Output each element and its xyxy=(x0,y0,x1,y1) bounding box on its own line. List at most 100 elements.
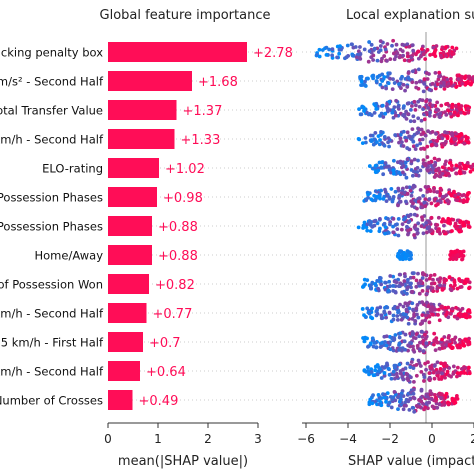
shap-point xyxy=(432,281,437,286)
shap-point xyxy=(350,53,355,58)
shap-point xyxy=(440,343,445,348)
shap-point xyxy=(406,76,411,81)
shap-point xyxy=(375,279,380,283)
shap-point xyxy=(447,373,451,378)
shap-point xyxy=(367,402,372,407)
left-x-ticks: 0 1 2 3 xyxy=(104,423,262,446)
shap-point xyxy=(439,103,444,108)
shap-point xyxy=(382,395,387,400)
shap-point xyxy=(465,80,470,85)
shap-point xyxy=(434,399,438,403)
shap-point xyxy=(390,87,395,92)
shap-point xyxy=(427,276,432,281)
shap-point xyxy=(401,53,406,58)
shap-point xyxy=(379,130,383,134)
shap-point xyxy=(426,168,430,173)
shap-point xyxy=(441,229,446,234)
bar-value-label: +0.49 xyxy=(139,394,179,409)
shap-point xyxy=(362,313,366,318)
shap-point xyxy=(420,276,425,280)
shap-point xyxy=(410,104,414,108)
shap-point xyxy=(366,344,370,349)
shap-point xyxy=(422,81,427,86)
shap-point xyxy=(427,314,432,319)
shap-point xyxy=(435,229,440,234)
shap-point xyxy=(416,221,421,226)
shap-point xyxy=(456,192,461,196)
shap-point xyxy=(409,360,414,364)
shap-point xyxy=(399,140,404,145)
shap-point xyxy=(439,361,443,366)
shap-point xyxy=(421,130,426,135)
shap-point xyxy=(418,364,423,368)
shap-point xyxy=(427,220,432,225)
shap-point xyxy=(459,284,464,289)
shap-point xyxy=(379,313,384,318)
shap-point xyxy=(391,171,396,176)
shap-point xyxy=(384,86,389,91)
shap-point xyxy=(403,332,408,337)
shap-point xyxy=(417,79,422,84)
shap-point xyxy=(385,193,389,198)
shap-point xyxy=(446,315,451,320)
shap-point xyxy=(367,372,371,377)
shap-point xyxy=(427,224,432,229)
shap-point xyxy=(394,371,399,376)
shap-point xyxy=(386,81,391,86)
shap-point xyxy=(435,340,440,345)
shap-point xyxy=(410,69,415,74)
shap-point xyxy=(412,157,417,162)
shap-point xyxy=(425,77,430,81)
shap-point xyxy=(416,99,421,104)
shap-point xyxy=(373,103,378,108)
bar xyxy=(108,158,159,178)
shap-point xyxy=(368,219,372,224)
shap-point xyxy=(434,44,439,48)
shap-point xyxy=(403,135,408,140)
shap-point xyxy=(421,193,426,198)
shap-point xyxy=(437,74,441,79)
category-label: v Possession Phases xyxy=(0,191,103,205)
shap-point xyxy=(379,112,384,116)
shap-point xyxy=(432,163,437,168)
shap-point xyxy=(370,401,375,406)
shap-point xyxy=(369,367,374,372)
shap-point xyxy=(385,106,390,111)
shap-point xyxy=(409,281,413,286)
shap-point xyxy=(424,220,428,225)
shap-point xyxy=(383,280,388,285)
shap-point xyxy=(398,331,403,336)
shap-point xyxy=(365,76,370,81)
shap-point xyxy=(404,403,408,408)
shap-point xyxy=(378,82,383,87)
shap-point xyxy=(372,46,377,51)
shap-point xyxy=(393,113,398,118)
shap-point xyxy=(363,282,367,287)
shap-point xyxy=(362,336,367,341)
shap-point xyxy=(429,309,434,313)
shap-point xyxy=(419,147,423,151)
shap-point xyxy=(417,334,422,339)
shap-point xyxy=(446,171,451,176)
shap-point xyxy=(414,332,419,337)
shap-point xyxy=(403,347,408,352)
shap-point xyxy=(391,158,396,163)
shap-point xyxy=(391,284,396,288)
shap-point xyxy=(424,291,429,296)
shap-point xyxy=(414,404,419,408)
category-label: 5 km/h - Second Half xyxy=(0,307,104,321)
shap-point xyxy=(426,285,430,290)
shap-point xyxy=(439,81,443,85)
shap-point xyxy=(379,279,383,284)
shap-point xyxy=(411,331,416,336)
shap-point xyxy=(443,45,448,50)
shap-point xyxy=(391,216,396,221)
shap-point xyxy=(413,319,418,323)
shap-point xyxy=(458,110,463,115)
shap-point xyxy=(382,309,387,314)
shap-point xyxy=(371,142,376,147)
shap-point xyxy=(387,197,392,201)
shap-point xyxy=(429,228,434,233)
shap-point xyxy=(429,142,434,147)
shap-point xyxy=(458,371,463,375)
